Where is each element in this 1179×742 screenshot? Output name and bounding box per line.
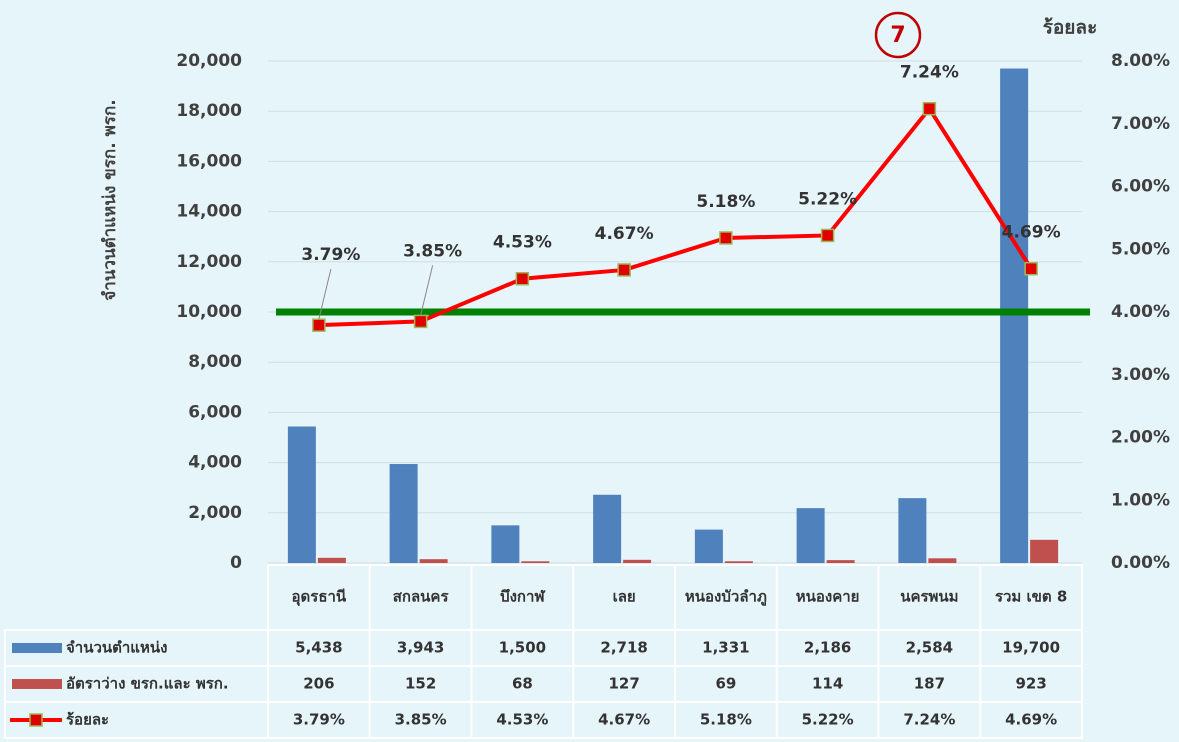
- line-marker: [312, 318, 326, 332]
- table-cell: 4.69%: [1005, 711, 1057, 729]
- line-value-label: 7.24%: [900, 63, 959, 83]
- annotation-circle: [874, 11, 922, 59]
- y-tick-label: 12,000: [176, 252, 242, 272]
- y-tick-label: 20,000: [176, 51, 242, 71]
- line-value-label: 4.67%: [595, 224, 654, 244]
- legend-label: จำนวนตำแหน่ง: [66, 639, 167, 657]
- line-value-label: 4.69%: [1002, 223, 1061, 243]
- y2-tick-label: 8.00%: [1111, 51, 1170, 71]
- annotation: 7: [890, 23, 905, 48]
- table-cell: 1,331: [702, 639, 749, 657]
- line-marker: [515, 271, 530, 286]
- line-marker: [820, 228, 835, 243]
- x-tick-label: เลย: [613, 588, 636, 606]
- y-tick-label: 0: [230, 553, 242, 573]
- table-cell: 187: [914, 675, 945, 693]
- line-marker: [617, 263, 631, 277]
- y-tick-label: 8,000: [188, 352, 242, 372]
- y-tick-label: 2,000: [188, 503, 242, 523]
- table-cell: 3.85%: [395, 711, 447, 729]
- bar: [826, 560, 855, 563]
- table-cell: 5.18%: [700, 711, 752, 729]
- bar: [898, 498, 927, 563]
- table-cell: 5,438: [295, 639, 342, 657]
- line-value-label: 4.53%: [493, 233, 552, 253]
- table-cell: 206: [303, 675, 334, 693]
- y-tick-label: 16,000: [176, 151, 242, 171]
- y2-tick-label: 0.00%: [1111, 553, 1170, 573]
- bar: [724, 561, 753, 563]
- line-marker: [719, 231, 733, 245]
- x-tick-label: อุดรธานี: [292, 588, 347, 607]
- legend-swatch: [12, 679, 62, 689]
- y-axis-label: จำนวนตำแหน่ง ขรก. พรก.: [100, 99, 120, 300]
- y2-tick-label: 3.00%: [1111, 365, 1170, 385]
- line-marker: [922, 101, 937, 116]
- table-cell: 19,700: [1002, 639, 1060, 657]
- table-cell: 114: [812, 675, 843, 693]
- y2-tick-label: 5.00%: [1111, 239, 1170, 259]
- line-marker: [1024, 261, 1038, 276]
- y-tick-label: 4,000: [188, 453, 242, 473]
- bar: [694, 529, 723, 563]
- bar: [389, 464, 418, 563]
- x-tick-label: หนองบัวลำภู: [685, 588, 767, 607]
- y-tick-label: 10,000: [176, 302, 242, 322]
- table-cell: 7.24%: [903, 711, 955, 729]
- bar: [287, 426, 316, 563]
- y-tick-label: 6,000: [188, 402, 242, 422]
- legend-label: อัตราว่าง ขรก.และ พรก.: [66, 675, 229, 693]
- legend-swatch: [12, 643, 62, 653]
- table-cell: 2,584: [906, 639, 953, 657]
- bar: [1030, 539, 1059, 563]
- x-tick-label: สกลนคร: [393, 588, 450, 606]
- legend-label: ร้อยละ: [66, 711, 109, 729]
- line-value-label: 5.18%: [696, 192, 755, 212]
- bar: [521, 561, 550, 563]
- leader-line: [318, 269, 332, 320]
- line: [318, 105, 1033, 328]
- table-cell: 5.22%: [802, 711, 854, 729]
- table-cell: 68: [512, 675, 533, 693]
- bar: [623, 559, 652, 563]
- table-cell: 3,943: [397, 639, 444, 657]
- y2-tick-label: 7.00%: [1111, 114, 1170, 134]
- line-value-label: 5.22%: [798, 189, 857, 209]
- table-cell: 4.67%: [598, 711, 650, 729]
- table-cell: 4.53%: [496, 711, 548, 729]
- x-tick-label: นครพนม: [900, 588, 958, 606]
- line-value-label: 3.85%: [403, 241, 462, 261]
- table-cell: 152: [405, 675, 436, 693]
- line-value-label: 3.79%: [301, 245, 360, 265]
- table-cell: 1,500: [499, 639, 546, 657]
- table-cell: 69: [715, 675, 736, 693]
- bar: [796, 508, 825, 563]
- table-cell: 2,718: [600, 639, 647, 657]
- y2-tick-label: 4.00%: [1111, 302, 1170, 322]
- y-tick-label: 18,000: [176, 101, 242, 121]
- x-tick-label: หนองคาย: [796, 588, 860, 606]
- y-tick-label: 14,000: [176, 202, 242, 222]
- table-cell: 2,186: [804, 639, 851, 657]
- bar: [1000, 68, 1029, 563]
- y2-axis-label: ร้อยละ: [1043, 17, 1098, 39]
- y2-tick-label: 2.00%: [1111, 428, 1170, 448]
- table-cell: 3.79%: [293, 711, 345, 729]
- leader-line: [420, 265, 434, 316]
- legend-swatch: [29, 713, 43, 727]
- x-tick-label: รวม เขต 8: [995, 588, 1067, 606]
- bar: [928, 558, 957, 563]
- bar: [419, 559, 448, 563]
- bar: [317, 557, 346, 563]
- table-cell: 923: [1015, 675, 1046, 693]
- table-cell: 127: [608, 675, 639, 693]
- y2-tick-label: 1.00%: [1111, 490, 1170, 510]
- bar: [593, 494, 622, 563]
- y2-tick-label: 6.00%: [1111, 177, 1170, 197]
- bar: [491, 525, 520, 563]
- x-tick-label: บึงกาฬ: [500, 588, 545, 606]
- line-marker: [413, 314, 428, 329]
